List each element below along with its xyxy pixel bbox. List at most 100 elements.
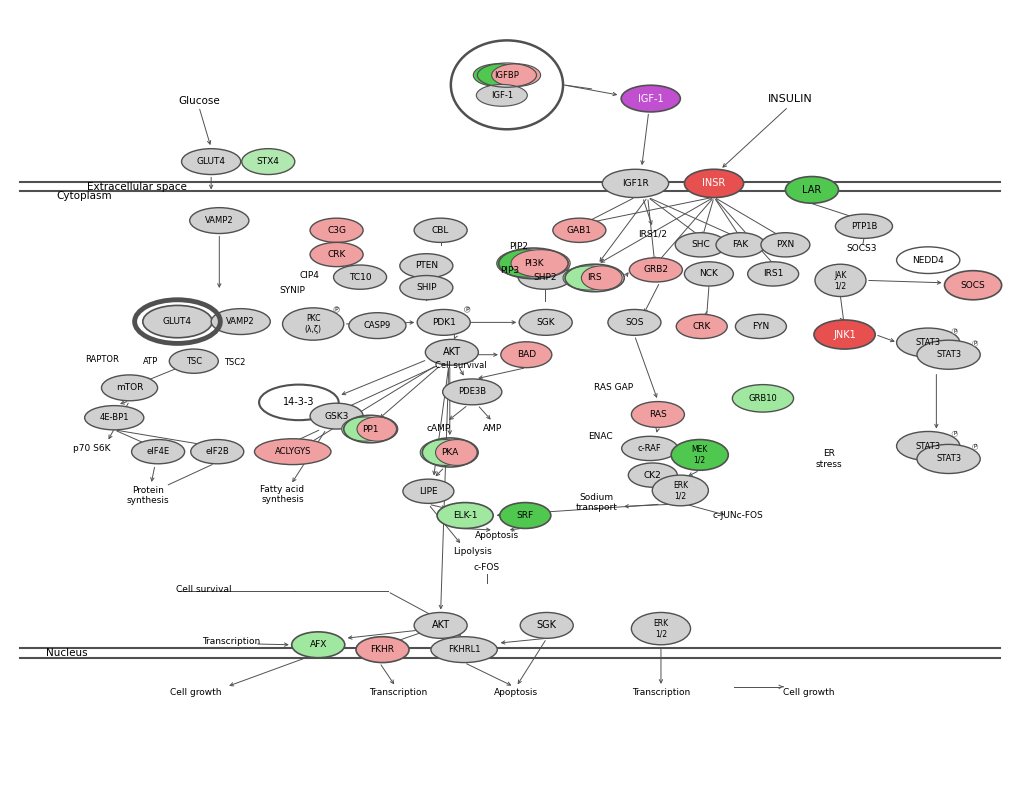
Text: Cell survival: Cell survival (435, 360, 486, 370)
Ellipse shape (442, 379, 501, 405)
Ellipse shape (131, 440, 184, 464)
Ellipse shape (473, 64, 522, 86)
Text: CBL: CBL (431, 225, 449, 235)
Text: 14-3-3: 14-3-3 (283, 398, 314, 407)
Text: P: P (465, 307, 469, 312)
Text: STAT3: STAT3 (935, 350, 960, 360)
Text: P: P (972, 444, 976, 449)
Ellipse shape (813, 320, 874, 349)
Text: IGFBP: IGFBP (494, 70, 519, 80)
Text: c-RAF: c-RAF (637, 444, 661, 453)
Text: Transcription: Transcription (368, 688, 427, 697)
Text: p70 S6K: p70 S6K (73, 444, 110, 453)
Ellipse shape (896, 431, 959, 461)
Ellipse shape (552, 218, 605, 242)
Text: IGF-1: IGF-1 (490, 90, 513, 100)
Text: PI3K: PI3K (523, 259, 543, 268)
Ellipse shape (520, 612, 573, 638)
Ellipse shape (431, 637, 497, 663)
Text: PDE3B: PDE3B (458, 387, 486, 397)
Text: PP1: PP1 (362, 424, 378, 434)
Ellipse shape (896, 246, 959, 273)
Text: eIF2B: eIF2B (205, 447, 229, 457)
Ellipse shape (255, 439, 330, 465)
Ellipse shape (607, 309, 660, 335)
Ellipse shape (181, 149, 240, 175)
Ellipse shape (684, 262, 733, 286)
Text: PKA: PKA (441, 448, 458, 457)
Text: cAMP: cAMP (426, 423, 450, 433)
Ellipse shape (629, 258, 682, 282)
Text: Apoptosis: Apoptosis (474, 531, 519, 541)
Ellipse shape (760, 233, 809, 257)
Ellipse shape (435, 440, 478, 465)
Ellipse shape (85, 406, 144, 430)
Text: GLUT4: GLUT4 (197, 157, 225, 166)
Ellipse shape (814, 264, 865, 297)
Ellipse shape (496, 250, 555, 277)
Ellipse shape (628, 463, 677, 487)
Text: Extracellular space: Extracellular space (87, 182, 186, 191)
Text: SHIP: SHIP (416, 283, 436, 292)
Text: Cell growth: Cell growth (170, 688, 221, 697)
Text: eIF4E: eIF4E (147, 447, 169, 457)
Ellipse shape (242, 149, 294, 175)
Ellipse shape (310, 403, 363, 429)
Text: Cell survival: Cell survival (176, 585, 231, 595)
Text: TSC2: TSC2 (224, 358, 245, 368)
Text: IGF-1: IGF-1 (637, 94, 663, 103)
Text: PDK1: PDK1 (431, 318, 455, 327)
Ellipse shape (747, 262, 798, 286)
Text: SGK: SGK (536, 318, 554, 327)
Ellipse shape (896, 328, 959, 357)
Text: INSULIN: INSULIN (767, 94, 812, 103)
Text: PTP1B: PTP1B (850, 221, 876, 231)
Ellipse shape (491, 64, 540, 86)
Text: ENAC: ENAC (588, 431, 612, 441)
Ellipse shape (684, 169, 743, 198)
Text: GAB1: GAB1 (567, 225, 591, 235)
Ellipse shape (211, 309, 270, 335)
Ellipse shape (403, 479, 453, 503)
Text: IRS: IRS (587, 273, 601, 283)
Text: NCK: NCK (699, 269, 717, 279)
Text: GRB10: GRB10 (748, 393, 776, 403)
Text: GSK3: GSK3 (324, 411, 348, 421)
Ellipse shape (735, 314, 786, 339)
Text: AMP: AMP (483, 423, 501, 433)
Text: PTEN: PTEN (415, 261, 437, 271)
Ellipse shape (916, 340, 979, 369)
Text: CRK: CRK (327, 250, 345, 259)
Ellipse shape (259, 385, 338, 420)
Ellipse shape (414, 218, 467, 242)
Text: SOCS: SOCS (960, 280, 984, 290)
Ellipse shape (519, 309, 572, 335)
Text: Transcription: Transcription (202, 637, 261, 646)
Ellipse shape (652, 475, 707, 506)
Ellipse shape (499, 503, 550, 528)
Text: SHP2: SHP2 (532, 272, 556, 282)
Text: C3G: C3G (327, 225, 345, 235)
Ellipse shape (417, 309, 470, 335)
Text: PXN: PXN (775, 240, 794, 250)
Text: TSC: TSC (185, 356, 202, 366)
Text: Cytoplasm: Cytoplasm (56, 191, 112, 201)
Text: SGK: SGK (536, 621, 556, 630)
Text: JNK1: JNK1 (833, 330, 855, 339)
Ellipse shape (511, 250, 570, 277)
Ellipse shape (916, 444, 979, 473)
Text: ELK-1: ELK-1 (452, 511, 477, 520)
Circle shape (450, 40, 562, 129)
Text: Fatty acid
synthesis: Fatty acid synthesis (260, 485, 305, 504)
Text: STAT3: STAT3 (915, 338, 940, 347)
Text: IRS1: IRS1 (762, 269, 783, 279)
Ellipse shape (420, 440, 469, 465)
Ellipse shape (601, 169, 668, 198)
Ellipse shape (190, 208, 249, 234)
Ellipse shape (399, 254, 452, 278)
Text: STX4: STX4 (257, 157, 279, 166)
Text: Cell growth: Cell growth (783, 688, 834, 697)
Text: SRF: SRF (517, 511, 533, 520)
Text: c-JUNc-FOS: c-JUNc-FOS (711, 511, 762, 520)
Ellipse shape (357, 417, 397, 441)
